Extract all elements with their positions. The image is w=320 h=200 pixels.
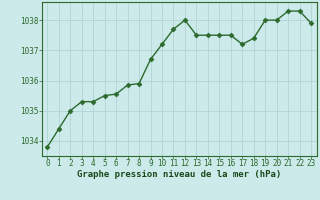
X-axis label: Graphe pression niveau de la mer (hPa): Graphe pression niveau de la mer (hPa) <box>77 170 281 179</box>
